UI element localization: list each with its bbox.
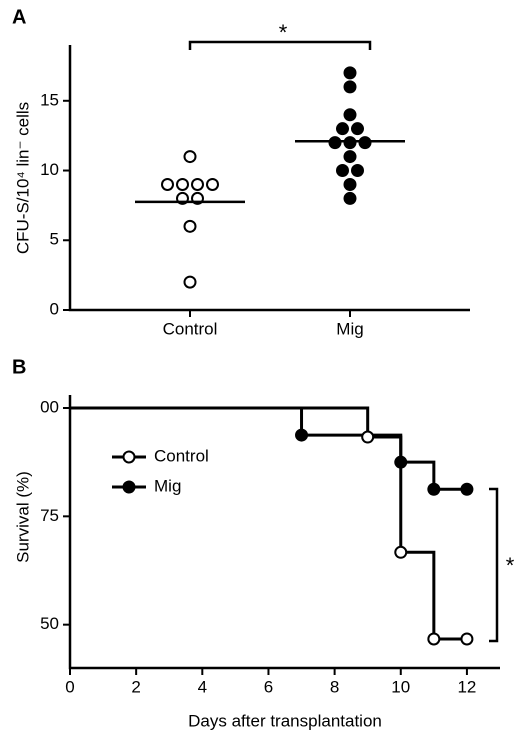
significance-bracket xyxy=(489,487,499,643)
data-point xyxy=(460,632,474,646)
x-tick-label: 2 xyxy=(131,677,140,696)
data-point xyxy=(343,66,357,80)
y-tick-label: 0 xyxy=(50,299,59,318)
data-point xyxy=(343,191,357,205)
x-tick-label: Control xyxy=(163,319,218,338)
axis xyxy=(68,45,470,312)
data-point xyxy=(191,177,204,191)
data-point xyxy=(176,177,189,191)
annotation: * xyxy=(279,20,288,45)
y-tick-label: 15 xyxy=(40,90,59,109)
data-point xyxy=(336,122,349,136)
x-tick-label: 6 xyxy=(264,677,273,696)
y-tick-label: 5 xyxy=(50,230,59,249)
legend-label: Control xyxy=(154,446,209,465)
y-tick-label: 75 xyxy=(40,506,59,525)
y-axis-label: CFU-S/10⁴ lin⁻ cells xyxy=(13,102,32,254)
data-point xyxy=(460,482,474,496)
data-point xyxy=(183,150,197,164)
y-tick-label: 00 xyxy=(40,397,59,416)
y-axis-label: Survival (%) xyxy=(13,471,32,563)
data-point xyxy=(343,136,357,150)
data-point xyxy=(328,136,342,150)
significance-bracket xyxy=(188,40,372,50)
data-point xyxy=(343,177,357,191)
panel-label: B xyxy=(12,356,26,378)
x-tick-label: 0 xyxy=(65,677,74,696)
data-point xyxy=(394,545,408,559)
data-point xyxy=(161,177,174,191)
x-axis-label: Days after transplantation xyxy=(188,711,382,730)
legend-marker xyxy=(122,480,136,494)
data-point xyxy=(427,482,441,496)
x-tick-label: 8 xyxy=(330,677,339,696)
data-point xyxy=(361,430,375,444)
y-tick-label: 50 xyxy=(40,614,59,633)
x-tick-label: 4 xyxy=(198,677,207,696)
data-point xyxy=(427,632,441,646)
x-tick-label: Mig xyxy=(336,319,363,338)
axis xyxy=(68,395,500,670)
legend-marker xyxy=(122,450,136,464)
panel-label: A xyxy=(12,6,26,28)
y-tick-label: 10 xyxy=(40,160,59,179)
data-point xyxy=(351,122,364,136)
data-point xyxy=(336,164,349,178)
data-point xyxy=(351,164,364,178)
survival-line xyxy=(70,406,467,491)
data-point xyxy=(394,455,408,469)
x-tick-label: 12 xyxy=(457,677,476,696)
data-point xyxy=(358,136,372,150)
data-point xyxy=(343,108,357,122)
data-point xyxy=(295,428,309,442)
annotation: * xyxy=(506,553,515,578)
legend-label: Mig xyxy=(154,476,181,495)
data-point xyxy=(206,177,219,191)
data-point xyxy=(183,219,197,233)
data-point xyxy=(183,275,197,289)
data-point xyxy=(343,80,357,94)
data-point xyxy=(343,150,357,164)
x-tick-label: 10 xyxy=(391,677,410,696)
survival-line xyxy=(70,406,467,641)
